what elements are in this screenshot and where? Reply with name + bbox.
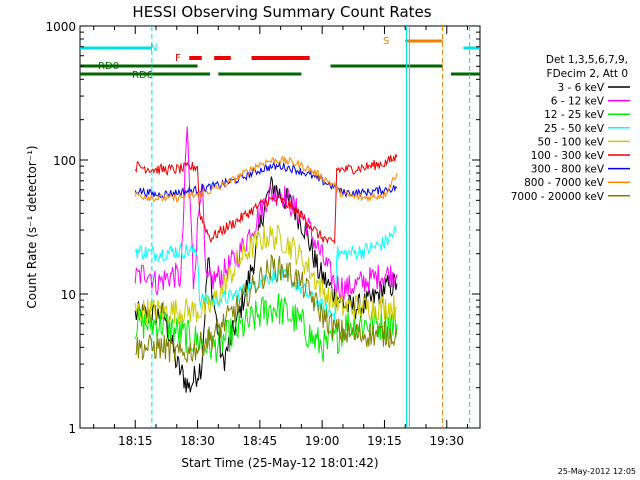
series-line — [134, 176, 398, 393]
series-line — [134, 126, 398, 301]
legend-entry-label: 3 - 6 keV — [557, 82, 604, 94]
series-line — [134, 154, 398, 245]
legend-entry-label: 12 - 25 keV — [544, 109, 605, 121]
legend-entry-label: 100 - 300 keV — [531, 150, 605, 162]
rd6-bar-label: RD6 — [132, 70, 153, 81]
night-bar-label: N — [150, 43, 157, 54]
legend-entry-label: 7000 - 20000 keV — [511, 191, 605, 203]
chart-title: HESSI Observing Summary Count Rates — [132, 3, 431, 21]
series-line — [134, 224, 398, 325]
legend-header-1: Det 1,3,5,6,7,9, — [546, 54, 628, 66]
series-line — [134, 161, 398, 199]
series-lines — [134, 126, 398, 393]
y-axis-label: Count Rate (s⁻¹ detector⁻¹) — [25, 145, 39, 308]
rd0-bar-label: RD0 — [98, 61, 119, 72]
axes: 1 10 100 1000 18:15 18:30 18:45 19:00 19:15 19:30 — [45, 20, 480, 448]
x-tick-label: 19:15 — [367, 434, 402, 448]
x-tick-label: 19:30 — [429, 434, 464, 448]
legend-entry-label: 50 - 100 keV — [537, 136, 604, 148]
x-tick-label: 18:30 — [180, 434, 215, 448]
saa-bar-label: S — [383, 36, 389, 47]
y-tick-label: 1000 — [45, 20, 76, 34]
x-tick-label: 18:45 — [243, 434, 278, 448]
timestamp: 25-May-2012 12:05 — [558, 467, 636, 476]
series-line — [135, 253, 398, 363]
series-line — [134, 155, 398, 203]
observing-bars: N S F RD0 RD6 — [80, 36, 480, 81]
legend-entry-label: 25 - 50 keV — [544, 123, 605, 135]
y-tick-label: 100 — [53, 154, 76, 168]
x-axis-label: Start Time (25-May-12 18:01:42) — [181, 456, 378, 470]
plot-frame — [79, 25, 481, 429]
flare-bar-label: F — [175, 53, 181, 64]
legend-header-2: FDecim 2, Att 0 — [547, 68, 628, 80]
x-tick-label: 19:00 — [305, 434, 340, 448]
y-tick-label: 10 — [61, 288, 76, 302]
legend-entry-label: 800 - 7000 keV — [524, 177, 605, 189]
y-tick-label: 1 — [68, 422, 76, 436]
legend-entry-label: 300 - 800 keV — [531, 164, 605, 176]
legend-entry-label: 6 - 12 keV — [551, 96, 605, 108]
x-tick-label: 18:15 — [118, 434, 153, 448]
attenuator-lines — [151, 26, 471, 428]
